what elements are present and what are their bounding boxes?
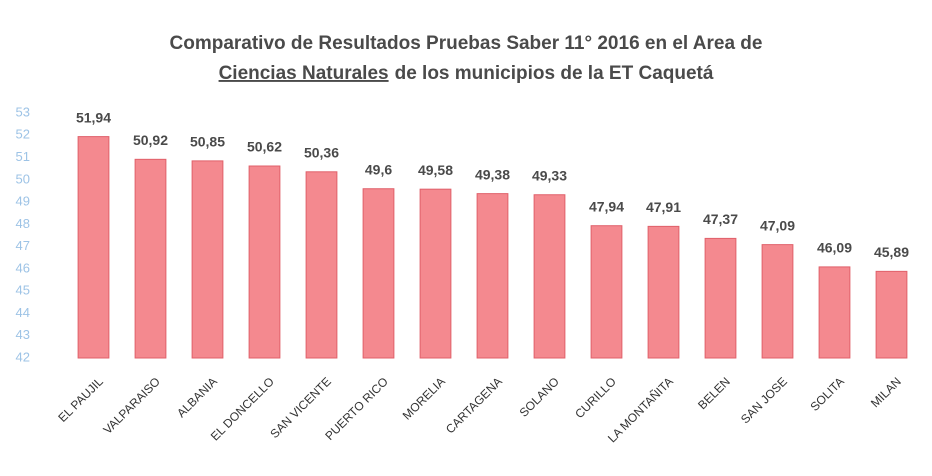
bar [305, 171, 338, 359]
x-tick-label: VALPARAISO [100, 374, 162, 436]
data-label: 47,94 [589, 198, 624, 214]
y-tick-label: 43 [16, 327, 30, 342]
data-label: 49,38 [475, 166, 510, 182]
data-label: 47,37 [703, 211, 738, 227]
bar [761, 244, 794, 359]
y-tick-label: 42 [16, 349, 30, 364]
x-tick-label: SOLANO [517, 374, 562, 419]
x-tick-label: MORELIA [400, 374, 448, 422]
x-tick-label: SAN JOSE [738, 374, 790, 426]
data-label: 50,36 [304, 145, 339, 161]
data-label: 45,89 [874, 244, 909, 260]
y-tick-label: 45 [16, 283, 30, 298]
data-label: 49,33 [532, 167, 567, 183]
data-label: 47,91 [646, 199, 681, 215]
data-label: 51,94 [76, 109, 111, 125]
chart-title: Comparativo de Resultados Pruebas Saber … [170, 33, 763, 54]
y-tick-label: 46 [16, 260, 30, 275]
bar [818, 266, 851, 359]
y-tick-label: 52 [16, 127, 30, 142]
y-tick-label: 49 [16, 194, 30, 209]
data-label: 46,09 [817, 240, 852, 256]
data-label: 49,58 [418, 162, 453, 178]
y-tick-label: 47 [16, 238, 30, 253]
data-label: 50,85 [190, 134, 225, 150]
bar [134, 158, 167, 359]
y-tick-label: 51 [16, 149, 30, 164]
y-tick-label: 44 [16, 305, 30, 320]
x-tick-label: MILAN [868, 374, 904, 410]
y-tick-label: 53 [16, 104, 30, 119]
bar [590, 225, 623, 359]
bar [704, 237, 737, 359]
x-tick-label: EL PAUJIL [55, 374, 106, 425]
bar [533, 194, 566, 359]
data-label: 50,92 [133, 132, 168, 148]
chart-title-part: Ciencias Naturales [219, 63, 389, 84]
bar [248, 165, 281, 359]
x-tick-label: ALBANIA [174, 374, 220, 420]
x-tick-label: CURILLO [572, 374, 619, 421]
bar [419, 188, 452, 359]
bar [191, 160, 224, 359]
y-tick-label: 50 [16, 171, 30, 186]
bar [476, 193, 509, 359]
data-label: 47,09 [760, 217, 795, 233]
y-tick-label: 48 [16, 216, 30, 231]
data-label: 50,62 [247, 139, 282, 155]
bar [647, 225, 680, 359]
bar [362, 188, 395, 359]
data-label: 49,6 [365, 161, 392, 177]
chart-title-part: de los municipios de la ET Caquetá [395, 63, 714, 84]
bar [875, 270, 908, 359]
x-tick-label: SOLITA [807, 374, 846, 413]
bar [77, 136, 110, 359]
x-tick-label: CARTAGENA [443, 374, 505, 436]
chart-title: Ciencias Naturales de los municipios de l… [219, 63, 714, 84]
x-tick-label: BELEN [695, 374, 733, 412]
